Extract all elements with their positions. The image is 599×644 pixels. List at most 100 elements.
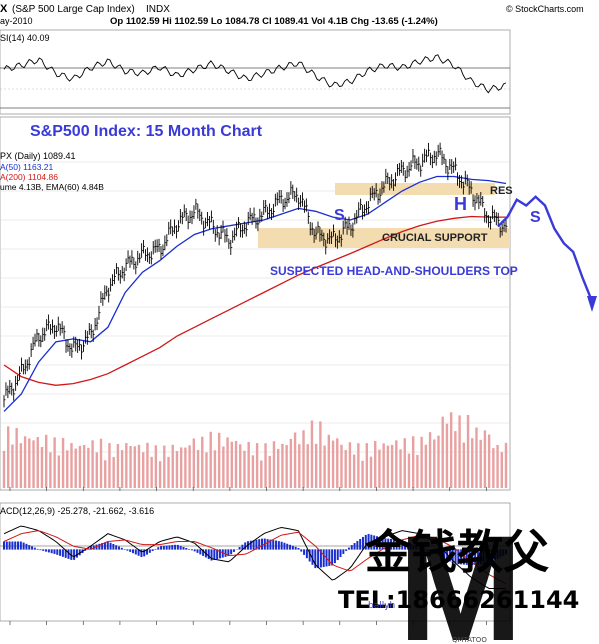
macd-hist-bar — [367, 533, 370, 550]
macd-hist-bar — [297, 547, 300, 550]
macd-hist-bar — [488, 549, 491, 564]
macd-hist-bar — [11, 541, 14, 550]
macd-hist-bar — [328, 549, 331, 566]
macd-hist-bar — [202, 549, 205, 556]
resistance-label: RES — [490, 185, 513, 197]
macd-hist-bar — [190, 549, 193, 551]
volume-bar — [95, 452, 99, 488]
macd-hist-bar — [132, 549, 135, 554]
volume-bar — [222, 446, 225, 488]
macd-hist-bar — [375, 536, 378, 550]
macd-hist-bar — [53, 549, 56, 554]
volume-bar — [53, 437, 56, 488]
macd-hist-bar — [196, 549, 199, 553]
macd-hist-bar — [440, 549, 443, 557]
macd-hist-bar — [420, 548, 423, 550]
volume-bar — [285, 445, 288, 488]
watermark-small: QMTATOO — [452, 636, 487, 644]
macd-hist-bar — [185, 547, 188, 550]
macd-hist-bar — [176, 544, 179, 550]
volume-bar — [487, 434, 491, 488]
macd-hist-bar — [429, 549, 432, 552]
volume-bar — [78, 445, 82, 488]
macd-hist-bar — [275, 540, 278, 550]
volume-bar — [331, 440, 335, 488]
macd-hist-bar — [33, 547, 36, 550]
macd-label: ACD(12,26,9) -25.278, -21.662, -3.616 — [0, 506, 154, 516]
macd-hist-bar — [42, 549, 45, 551]
volume-bar — [492, 448, 495, 488]
volume-bar — [40, 447, 44, 488]
macd-hist-bar — [109, 542, 112, 550]
macd-hist-bar — [305, 549, 308, 559]
macd-hist-bar — [112, 543, 115, 550]
volume-bar — [437, 435, 440, 488]
volume-bar — [196, 450, 200, 488]
volume-bar — [382, 443, 385, 488]
macd-panel: ACD(12,26,9) -25.278, -21.662, -3.616 — [0, 502, 511, 622]
macd-hist-bar — [361, 536, 364, 550]
volume-bar — [154, 445, 158, 488]
macd-hist-bar — [415, 546, 418, 550]
macd-hist-bar — [289, 544, 292, 550]
macd-hist-bar — [485, 549, 488, 564]
macd-hist-bar — [345, 549, 348, 551]
headline: SUSPECTED HEAD-AND-SHOULDERS TOP — [270, 264, 518, 278]
watermark-faint: ballyh — [368, 601, 395, 611]
macd-hist-bar — [207, 549, 210, 559]
macd-hist-bar — [210, 549, 213, 561]
volume-bar — [201, 436, 204, 488]
macd-hist-bar — [479, 549, 482, 565]
volume-bar — [125, 443, 128, 488]
macd-hist-bar — [137, 549, 140, 556]
macd-hist-bar — [227, 549, 230, 557]
volume-bar — [171, 444, 174, 488]
macd-hist-bar — [272, 540, 275, 550]
date-label: ay-2010 — [0, 16, 33, 26]
macd-hist-bar — [199, 549, 202, 555]
volume-bar — [277, 448, 280, 488]
volume-bar — [374, 440, 377, 488]
volume-bar — [175, 451, 179, 488]
volume-bar — [272, 441, 276, 488]
volume-bar — [433, 439, 436, 488]
macd-hist-bar — [499, 549, 502, 558]
macd-hist-bar — [165, 545, 168, 550]
macd-hist-bar — [160, 546, 163, 550]
volume-bar — [188, 445, 191, 488]
volume-bar — [310, 420, 314, 488]
macd-hist-bar — [252, 540, 255, 550]
volume-bar — [70, 443, 73, 488]
site-label: © StockCharts.com — [506, 4, 584, 14]
volume-bar — [205, 452, 208, 488]
macd-hist-bar — [244, 542, 247, 550]
macd-hist-bar — [106, 541, 109, 550]
volume-bar — [369, 456, 373, 488]
macd-hist-bar — [457, 549, 460, 565]
volume-bar — [348, 442, 352, 488]
rsi-panel: SI(14) 40.09 — [0, 29, 511, 115]
macd-hist-bar — [78, 549, 81, 556]
volume-bar — [403, 438, 406, 488]
watermark-tel: TEL:18666261144 — [338, 586, 579, 614]
volume-bar — [319, 421, 322, 488]
macd-hist-bar — [378, 537, 381, 550]
macd-hist-bar — [390, 538, 393, 550]
volume-bar — [395, 440, 398, 488]
volume-bar — [44, 434, 48, 488]
macd-hist-bar — [17, 541, 20, 550]
macd-hist-bar — [174, 544, 177, 550]
macd-hist-bar — [179, 545, 182, 550]
volume-bar — [420, 436, 423, 488]
volume-bar — [226, 437, 229, 488]
volume-bar — [458, 415, 461, 488]
macd-hist-bar — [25, 543, 28, 550]
volume-bar — [133, 446, 136, 488]
macd-hist-bar — [493, 549, 496, 561]
macd-hist-bar — [426, 549, 429, 551]
projection-arrow — [497, 195, 594, 302]
macd-hist-bar — [221, 549, 224, 558]
macd-hist-bar — [347, 547, 350, 550]
macd-hist-bar — [120, 547, 123, 550]
support-band — [258, 228, 510, 248]
